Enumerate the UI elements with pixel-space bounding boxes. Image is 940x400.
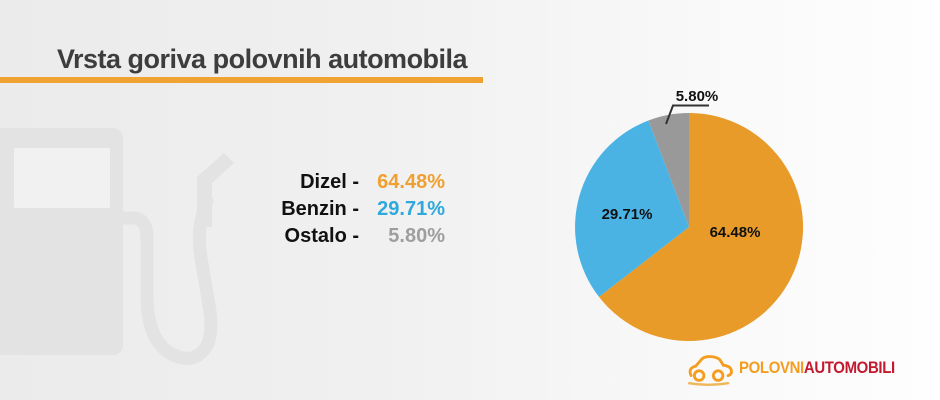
legend-label-benzin: Benzin - bbox=[281, 198, 359, 220]
pie-slice-benzin bbox=[575, 120, 689, 297]
legend-value-benzin: 29.71% bbox=[377, 198, 445, 220]
car-icon bbox=[687, 355, 733, 387]
legend: Dizel - 64.48% Benzin - 29.71% Ostalo - … bbox=[281, 169, 445, 250]
callout-line-ostalo bbox=[665, 104, 709, 125]
logo-text-secondary: AUTOMOBILI bbox=[803, 358, 895, 377]
car-ground-swoosh bbox=[687, 382, 730, 387]
pie-slices bbox=[575, 112, 804, 341]
fuel-pump-watermark-icon bbox=[0, 128, 234, 365]
car-wheel-rear bbox=[692, 369, 706, 382]
legend-label-dizel: Dizel - bbox=[300, 171, 359, 193]
car-body-outline bbox=[688, 355, 733, 378]
page-title: Vrsta goriva polovnih automobila bbox=[57, 44, 468, 74]
logo-text-primary: POLOVNI bbox=[738, 358, 804, 377]
pie-label-benzin: 29.71% bbox=[602, 206, 653, 223]
pie-slice-dizel bbox=[599, 112, 804, 341]
title-underline bbox=[0, 77, 483, 83]
pie-label-ostalo: 5.80% bbox=[676, 88, 719, 105]
logo-text: POLOVNIAUTOMOBILI bbox=[739, 358, 895, 378]
brand-logo: POLOVNIAUTOMOBILI bbox=[687, 349, 916, 387]
legend-value-dizel: 64.48% bbox=[377, 171, 445, 193]
pie-label-dizel: 64.48% bbox=[710, 224, 761, 241]
legend-label-ostalo: Ostalo - bbox=[284, 225, 359, 247]
legend-value-ostalo: 5.80% bbox=[388, 225, 445, 247]
pump-nozzle bbox=[197, 153, 234, 227]
car-wheel-front bbox=[711, 369, 725, 382]
pump-hose bbox=[111, 194, 218, 365]
pump-window bbox=[14, 148, 110, 208]
pie-slice-ostalo bbox=[648, 113, 689, 227]
